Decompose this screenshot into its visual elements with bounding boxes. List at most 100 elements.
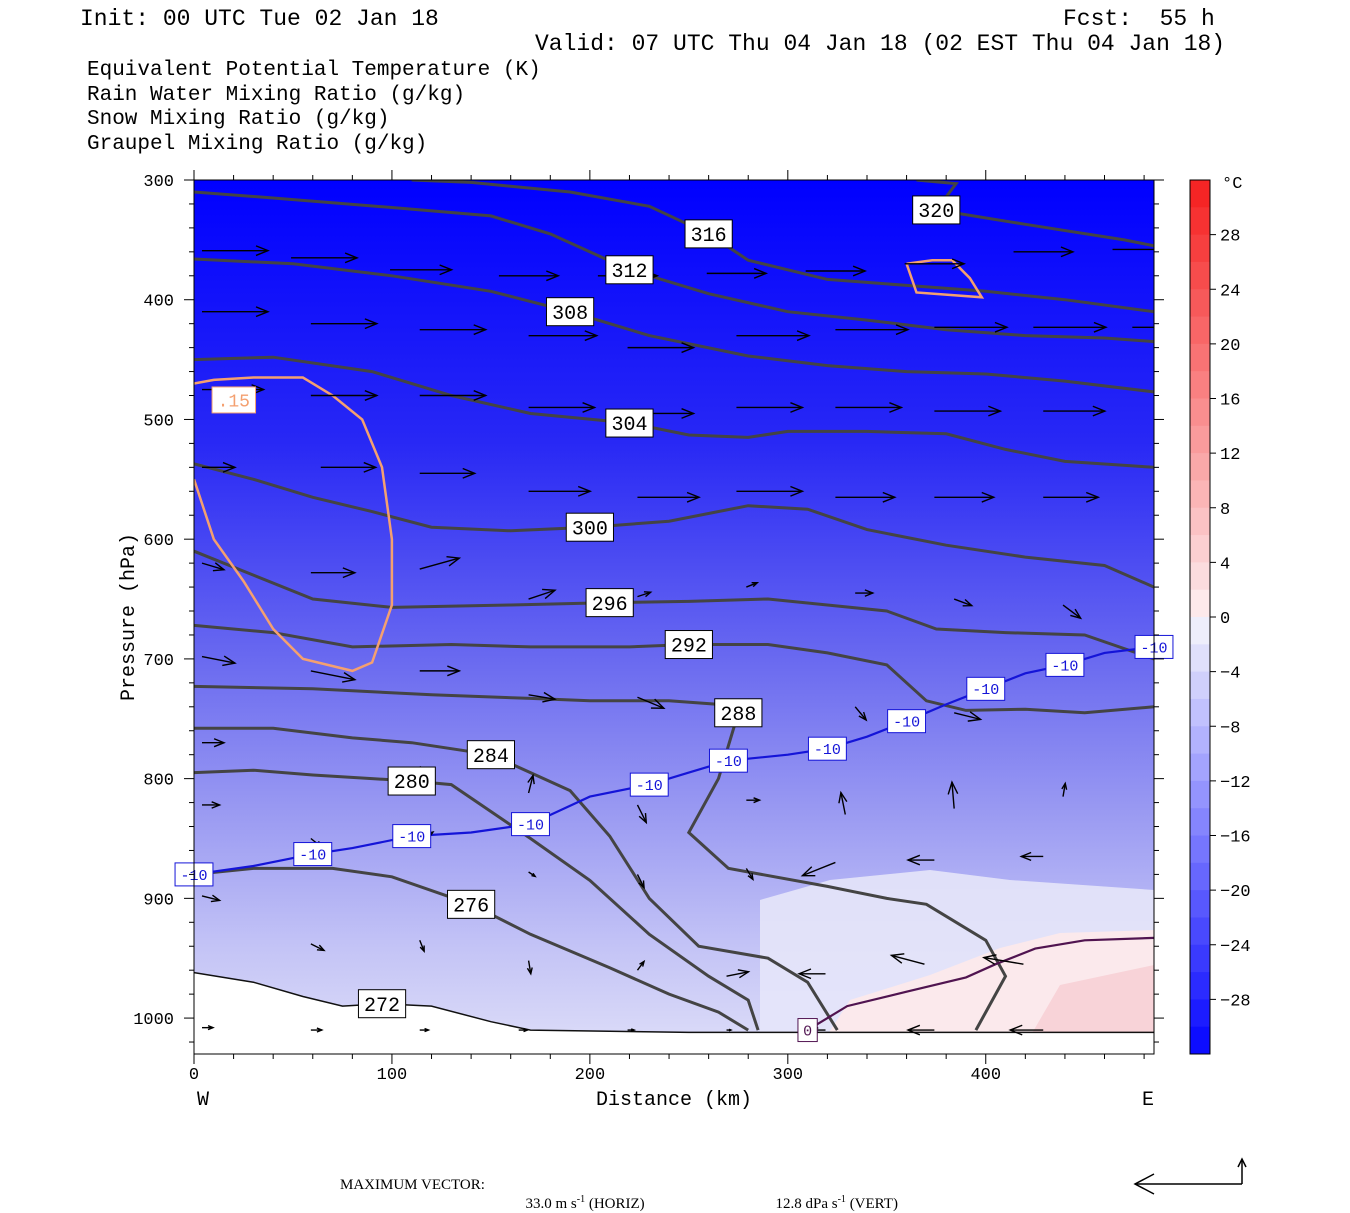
wind-vector-67 [636, 874, 645, 890]
colorbar-band [1190, 453, 1210, 481]
isotherm-label-0-4: -10 [392, 824, 432, 849]
wind-vector-shaft [201, 895, 220, 902]
wind-vector-57 [527, 773, 535, 794]
theta-e-label-308-box [545, 297, 595, 327]
wind-vector-26 [835, 402, 904, 413]
wind-vector-head [753, 797, 762, 804]
wind-vector-head [751, 581, 760, 588]
wind-vector-head [439, 264, 454, 276]
wind-vector-head [344, 252, 359, 264]
colorbar-tick-label-8: 8 [1220, 501, 1230, 520]
wind-vector-head [364, 390, 379, 401]
theta-e-label-276-box [447, 889, 496, 919]
wind-vector-82 [310, 1027, 324, 1033]
colorbar-band [1190, 835, 1210, 864]
wind-vector-25 [736, 402, 805, 413]
colorbar-tick-label-0: 0 [1220, 610, 1230, 629]
x-tick-label-200: 200 [575, 1066, 606, 1085]
theta-e-label-276: 276 [447, 889, 496, 919]
theta-e-label-308-text: 308 [552, 303, 588, 326]
wind-vector-shaft [419, 940, 425, 952]
wind-vector-40 [419, 556, 462, 570]
wind-vector-45 [953, 598, 974, 607]
wind-vector-head [316, 944, 326, 952]
wind-vector-31 [419, 467, 477, 479]
wind-vector-head [638, 880, 645, 890]
wind-vector-75 [526, 960, 533, 976]
colorbar-band [1190, 808, 1210, 836]
wind-vector-50 [528, 691, 557, 703]
isotherm-label-0-18-text: -10 [1051, 658, 1078, 675]
theta-e-contour-292 [194, 623, 1154, 715]
isotherm-label-0-12: -10 [807, 736, 847, 761]
colorbar-band [1190, 780, 1210, 809]
wind-vector-9 [1112, 248, 1154, 251]
theta-e-label-316: 316 [684, 219, 733, 249]
wind-vector-head [526, 967, 533, 976]
wind-vector-shaft [891, 954, 925, 965]
colorbar-band [1190, 698, 1210, 727]
colorbar-band [1190, 425, 1210, 454]
wind-vector-shaft [528, 694, 556, 700]
legend-graupel: Graupel Mixing Ratio (g/kg) [87, 133, 428, 156]
isotherm-label-0-8-text: -10 [636, 778, 663, 795]
colorbar-band [1190, 917, 1210, 946]
y-axis-title: Pressure (hPa) [118, 533, 141, 701]
wind-vector-head [316, 1027, 324, 1033]
wind-vector-60 [838, 790, 848, 815]
theta-e-contour-280 [194, 768, 760, 1031]
wind-vector-head [994, 321, 1009, 333]
cross-section-chart: 272276280284288292296300304308312316320-… [118, 170, 1251, 1112]
colorbar-tick-label--4: −4 [1220, 665, 1240, 684]
theta-e-contour-320 [916, 180, 1154, 248]
wind-vector-shaft [1062, 604, 1082, 619]
wind-vector-7 [904, 258, 966, 270]
colorbar-tick-label--20: −20 [1220, 883, 1251, 902]
wind-vector-59 [746, 797, 762, 804]
wind-vector-head [419, 945, 425, 954]
wind-vector-22 [419, 390, 488, 401]
theta-e-label-284-text: 284 [473, 746, 509, 769]
wind-vector-42 [637, 591, 653, 598]
colorbar-tick-label-28: 28 [1220, 228, 1240, 247]
theta-e-label-276-text: 276 [453, 896, 489, 919]
colorbar-tick-label--28: −28 [1220, 992, 1251, 1011]
wind-vector-head [686, 491, 701, 503]
wind-vector-shaft [310, 943, 325, 952]
wind-vector-head [638, 813, 648, 825]
wind-vector-0 [202, 245, 270, 257]
theta-e-label-272: 272 [357, 989, 407, 1019]
colorbar-band [1190, 480, 1210, 509]
theta-e-label-292-box [664, 630, 713, 660]
wind-vector-head [797, 968, 812, 980]
wind-vector-head [577, 485, 593, 497]
wind-vector-49 [419, 665, 462, 677]
wind-vector-68 [745, 868, 754, 882]
isotherm-label-0-10-box [708, 748, 748, 773]
isotherm-label-1-0-box [797, 1018, 818, 1043]
y-tick-label-500: 500 [143, 412, 174, 431]
isotherm-label-0-18: -10 [1045, 652, 1085, 677]
wind-vector-shaft [802, 861, 836, 877]
axes: 300 400 500 600 700 800 900 1000 0 100 200 300 400 [133, 170, 1164, 1085]
wind-vector-head [546, 270, 561, 282]
legend-theta-e: Equivalent Potential Temperature (K) [87, 59, 541, 82]
wind-vector-shaft [983, 956, 1024, 965]
wind-vector-head [447, 665, 462, 677]
wind-vector-head [967, 711, 983, 722]
wind-vector-shaft [636, 874, 645, 888]
wind-vector-head [363, 461, 378, 473]
wind-vector-head [882, 491, 897, 503]
wind-vector-head [737, 969, 751, 979]
isotherm-label-0-12-text: -10 [814, 742, 841, 759]
wind-vector-head [796, 330, 811, 342]
wind-vector-head [582, 402, 597, 413]
wind-vector-head [531, 872, 537, 878]
colorbar-tick-label-4: 4 [1220, 555, 1230, 574]
wind-vector-15 [736, 330, 811, 342]
wind-vector-79 [889, 953, 925, 965]
colorbar-tick-label--12: −12 [1220, 774, 1251, 793]
colorbar-band [1190, 726, 1210, 755]
wind-vector-head [446, 556, 462, 567]
wind-vector-83 [419, 1027, 431, 1033]
